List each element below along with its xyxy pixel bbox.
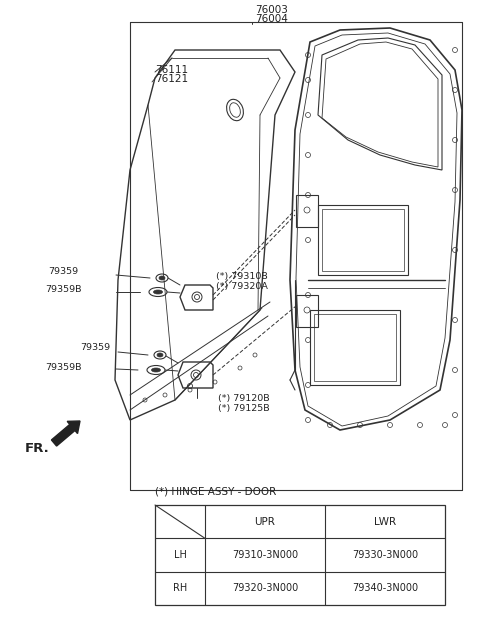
Text: 79330-3N000: 79330-3N000 <box>352 550 418 560</box>
Text: 79359B: 79359B <box>45 286 82 295</box>
FancyArrow shape <box>51 421 80 446</box>
Text: FR.: FR. <box>25 441 50 455</box>
Text: (*) HINGE ASSY - DOOR: (*) HINGE ASSY - DOOR <box>155 487 276 497</box>
Bar <box>322 209 404 271</box>
Text: 76111: 76111 <box>155 65 188 75</box>
Text: 79359: 79359 <box>80 344 110 352</box>
Ellipse shape <box>157 353 163 357</box>
Text: (*) 79120B: (*) 79120B <box>218 394 270 403</box>
Text: 79340-3N000: 79340-3N000 <box>352 584 418 593</box>
Text: 76121: 76121 <box>155 74 188 84</box>
Bar <box>310 310 400 385</box>
Ellipse shape <box>152 368 160 372</box>
Text: LH: LH <box>174 550 186 560</box>
Bar <box>155 505 445 605</box>
Bar <box>318 205 408 275</box>
Text: (*) 79320A: (*) 79320A <box>216 283 268 291</box>
Text: 79320-3N000: 79320-3N000 <box>232 584 298 593</box>
Text: 76003: 76003 <box>255 5 288 15</box>
Bar <box>296 295 318 327</box>
Text: RH: RH <box>173 584 187 593</box>
Text: 79310-3N000: 79310-3N000 <box>232 550 298 560</box>
Text: (*) 79125B: (*) 79125B <box>218 403 270 413</box>
Bar <box>314 314 396 381</box>
Text: 79359: 79359 <box>48 267 78 276</box>
Text: LWR: LWR <box>374 517 396 526</box>
Ellipse shape <box>154 290 163 294</box>
Bar <box>296 195 318 227</box>
Text: 79359B: 79359B <box>45 363 82 371</box>
Ellipse shape <box>159 276 165 280</box>
Text: UPR: UPR <box>254 517 276 526</box>
Text: (*) 79310B: (*) 79310B <box>216 272 268 281</box>
Text: 76004: 76004 <box>255 14 288 24</box>
